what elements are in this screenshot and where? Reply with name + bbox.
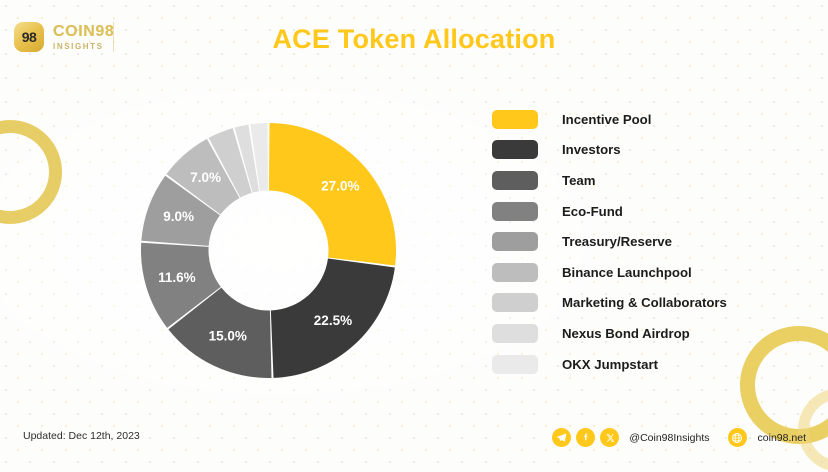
legend-item[interactable]: Treasury/Reserve xyxy=(492,226,727,257)
legend-swatch xyxy=(492,109,538,129)
donut-slice[interactable] xyxy=(208,128,252,198)
legend-item[interactable]: Marketing & Collaborators xyxy=(492,288,727,319)
donut-chart: 27.0% 22.5% 15.0% 11.6% 9.0% 7.0% xyxy=(141,123,396,378)
brand-name: COIN98 xyxy=(53,22,115,40)
donut-slice[interactable] xyxy=(141,175,220,246)
social-handle: @Coin98Insights xyxy=(629,431,710,444)
legend-label: Marketing & Collaborators xyxy=(562,295,727,311)
legend-item[interactable]: Nexus Bond Airdrop xyxy=(492,318,727,349)
slice-percent-label: 22.5% xyxy=(314,313,352,328)
slice-percent-label: 7.0% xyxy=(190,170,221,185)
telegram-icon[interactable] xyxy=(552,428,572,447)
legend-swatch xyxy=(492,354,538,374)
decorative-ring-left xyxy=(0,120,62,224)
legend-item[interactable]: Binance Launchpool xyxy=(492,257,727,288)
legend-swatch xyxy=(492,232,538,252)
donut-slice[interactable] xyxy=(268,123,396,266)
legend-swatch xyxy=(492,293,538,313)
legend-item[interactable]: Incentive Pool xyxy=(492,104,727,135)
legend-item[interactable]: Investors xyxy=(492,135,727,166)
website-link[interactable]: coin98.net xyxy=(757,431,806,444)
legend-label: Eco-Fund xyxy=(562,203,623,219)
donut-slice[interactable] xyxy=(250,123,269,192)
coin98-logo-icon: 98 xyxy=(14,22,44,52)
header-divider xyxy=(113,22,114,52)
legend-swatch xyxy=(492,262,538,282)
legend-item[interactable]: Team xyxy=(492,165,727,196)
brand-subtitle: INSIGHTS xyxy=(53,41,104,51)
globe-icon[interactable] xyxy=(727,428,747,447)
legend-label: Incentive Pool xyxy=(562,111,652,127)
brand-logo: 98 COIN98 INSIGHTS xyxy=(14,22,114,52)
donut-slice[interactable] xyxy=(166,138,240,215)
legend-swatch xyxy=(492,170,538,190)
decorative-ring-right xyxy=(740,326,828,444)
updated-date: Updated: Dec 12th, 2023 xyxy=(23,430,140,442)
header: 98 COIN98 INSIGHTS ACE Token Allocation xyxy=(0,0,828,78)
slice-percent-label: 9.0% xyxy=(163,209,194,224)
footer-social: @Coin98Insights coin98.net xyxy=(552,428,806,447)
donut-slice[interactable] xyxy=(168,287,272,378)
legend-label: Investors xyxy=(562,142,621,158)
legend-swatch xyxy=(492,201,538,221)
slice-percent-label: 15.0% xyxy=(209,329,247,344)
page-title: ACE Token Allocation xyxy=(272,24,556,54)
legend-swatch xyxy=(492,140,538,160)
slice-percent-label: 27.0% xyxy=(321,179,359,194)
legend-swatch xyxy=(492,323,538,343)
chart-legend: Incentive Pool Investors Team Eco-Fund Treas… xyxy=(492,104,727,379)
legend-label: OKX Jumpstart xyxy=(562,356,658,372)
x-icon[interactable] xyxy=(600,428,620,447)
legend-label: Team xyxy=(562,172,596,188)
facebook-icon[interactable] xyxy=(576,428,596,447)
legend-label: Nexus Bond Airdrop xyxy=(562,325,690,341)
legend-label: Binance Launchpool xyxy=(562,264,692,280)
legend-item[interactable]: OKX Jumpstart xyxy=(492,349,727,380)
legend-item[interactable]: Eco-Fund xyxy=(492,196,727,227)
donut-chart-svg: 27.0% 22.5% 15.0% 11.6% 9.0% 7.0% xyxy=(141,123,396,378)
slice-percent-label: 11.6% xyxy=(158,270,196,285)
donut-slice[interactable] xyxy=(270,258,395,378)
donut-slice[interactable] xyxy=(234,124,260,193)
brand-logo-text: COIN98 INSIGHTS xyxy=(53,22,115,51)
donut-slice[interactable] xyxy=(141,242,221,328)
legend-label: Treasury/Reserve xyxy=(562,234,672,250)
